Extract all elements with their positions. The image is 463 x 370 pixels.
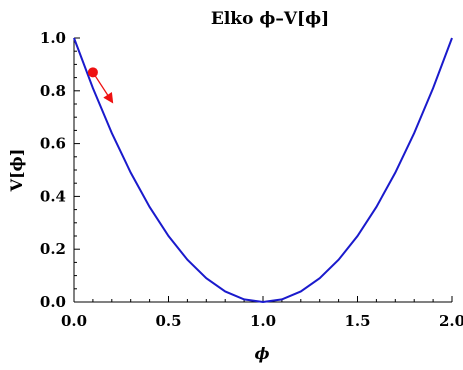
- y-axis-label: V[ϕ]: [7, 149, 26, 193]
- field-marker: [87, 67, 98, 78]
- y-tick-label: 0.0: [40, 293, 66, 311]
- x-tick-label: 0.5: [155, 312, 181, 330]
- potential-curve: [73, 37, 453, 304]
- chart-title: Elko ϕ–V[ϕ]: [211, 9, 329, 29]
- x-axis-label: ϕ: [254, 344, 269, 363]
- x-tick-label: 1.0: [250, 312, 276, 330]
- axes: [73, 38, 452, 303]
- y-tick-label: 0.2: [40, 240, 66, 258]
- y-tick-label: 0.6: [40, 135, 66, 153]
- x-tick-label: 0.0: [61, 312, 87, 330]
- plot-area: [73, 37, 453, 304]
- ticks: 0.0 0.5 1.0 1.5 2.0 0.0 0.2 0.4 0.6 0.8 1.0: [40, 29, 463, 330]
- x-tick-label: 2.0: [439, 312, 463, 330]
- x-tick-label: 1.5: [344, 312, 370, 330]
- y-tick-label: 1.0: [40, 29, 66, 47]
- y-tick-label: 0.8: [40, 82, 66, 100]
- direction-arrow: [92, 71, 114, 104]
- y-tick-label: 0.4: [40, 187, 66, 205]
